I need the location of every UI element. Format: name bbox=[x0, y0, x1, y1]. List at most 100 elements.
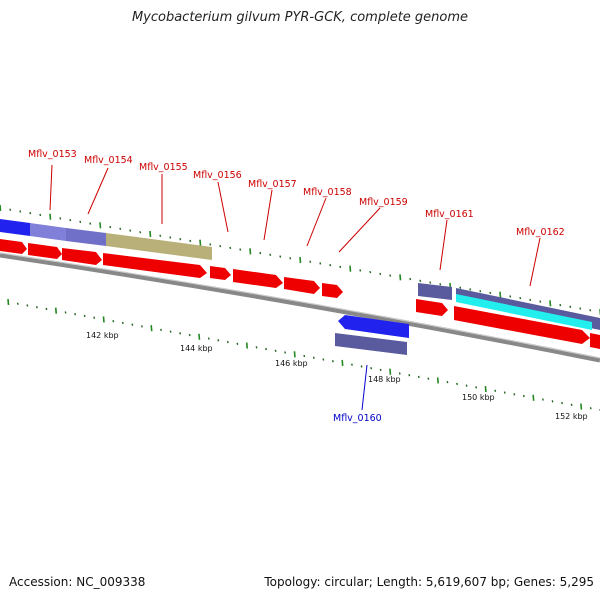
minor-tick bbox=[589, 407, 592, 410]
cds-arrow[interactable] bbox=[416, 299, 448, 316]
minor-tick bbox=[169, 236, 172, 239]
cds-arrow[interactable] bbox=[103, 253, 207, 278]
genome-summary-text: Topology: circular; Length: 5,619,607 bp… bbox=[264, 575, 594, 589]
minor-tick bbox=[219, 244, 222, 248]
forward-feature-track bbox=[0, 219, 600, 330]
minor-tick bbox=[179, 332, 182, 335]
minor-tick bbox=[207, 337, 210, 340]
gene-label-mflv-0153[interactable]: Mflv_0153 bbox=[28, 149, 77, 160]
minor-tick bbox=[16, 302, 19, 305]
minor-tick bbox=[26, 304, 29, 307]
minor-tick bbox=[160, 328, 162, 332]
gene-label-mflv-0155[interactable]: Mflv_0155 bbox=[139, 162, 188, 173]
minor-tick bbox=[93, 316, 96, 319]
minor-tick bbox=[169, 330, 172, 333]
minor-tick bbox=[129, 229, 132, 232]
scale-label-152-kbp: 152 kbp bbox=[555, 412, 588, 421]
major-tick bbox=[7, 298, 10, 306]
cds-arrow[interactable] bbox=[454, 306, 590, 344]
accession-text: Accession: NC_009338 bbox=[9, 575, 146, 589]
scale-label-142-kbp: 142 kbp bbox=[86, 331, 119, 340]
major-tick bbox=[199, 239, 202, 246]
gene-bar-lavender[interactable] bbox=[66, 228, 106, 246]
reverse-cds-arrow[interactable] bbox=[338, 315, 409, 338]
gene-bar-blue[interactable] bbox=[0, 219, 30, 236]
major-tick bbox=[499, 291, 502, 298]
minor-tick bbox=[312, 356, 315, 359]
cds-arrow[interactable] bbox=[210, 266, 231, 280]
cds-arrow[interactable] bbox=[284, 277, 320, 294]
gene-labels: Mflv_0153 Mflv_0154 Mflv_0155 Mflv_0156 … bbox=[28, 149, 565, 424]
gene-bar-cyan[interactable] bbox=[456, 294, 592, 330]
gene-label-mflv-0162[interactable]: Mflv_0162 bbox=[516, 227, 565, 238]
gene-label-mflv-0156[interactable]: Mflv_0156 bbox=[193, 170, 242, 181]
major-tick bbox=[198, 333, 201, 340]
gene-label-mflv-0154[interactable]: Mflv_0154 bbox=[84, 155, 133, 166]
minor-tick bbox=[409, 277, 412, 281]
minor-tick bbox=[370, 367, 373, 370]
reverse-feature-track bbox=[335, 315, 409, 355]
major-tick bbox=[349, 265, 352, 272]
minor-tick bbox=[29, 212, 32, 215]
major-tick bbox=[580, 403, 583, 410]
minor-tick bbox=[284, 351, 287, 354]
minor-tick bbox=[494, 389, 497, 393]
minor-tick bbox=[509, 295, 512, 298]
genome-backbone bbox=[0, 252, 600, 363]
major-tick bbox=[549, 300, 552, 307]
minor-tick bbox=[69, 218, 72, 222]
minor-tick bbox=[35, 306, 38, 309]
minor-tick bbox=[119, 227, 122, 230]
minor-tick bbox=[469, 288, 472, 291]
minor-tick bbox=[379, 272, 382, 276]
minor-tick bbox=[188, 333, 191, 337]
minor-tick bbox=[522, 394, 525, 398]
cds-arrow[interactable] bbox=[233, 269, 283, 288]
minor-tick bbox=[329, 264, 332, 267]
minor-tick bbox=[322, 358, 325, 361]
scale-label-144-kbp: 144 kbp bbox=[180, 344, 213, 353]
minor-tick bbox=[360, 365, 363, 368]
minor-tick bbox=[408, 373, 411, 377]
cds-arrow[interactable] bbox=[0, 239, 27, 254]
minor-tick bbox=[39, 213, 42, 217]
major-tick bbox=[102, 316, 105, 323]
minor-tick bbox=[303, 354, 306, 358]
minor-tick bbox=[379, 368, 382, 372]
gene-bar-purple[interactable] bbox=[418, 283, 452, 300]
cds-arrow[interactable] bbox=[28, 243, 62, 259]
minor-tick bbox=[265, 347, 267, 351]
minor-tick bbox=[351, 363, 353, 366]
gene-label-mflv-0161[interactable]: Mflv_0161 bbox=[425, 209, 474, 220]
cds-arrow[interactable] bbox=[62, 248, 102, 265]
gene-bar-purple[interactable] bbox=[335, 333, 407, 355]
major-tick bbox=[341, 359, 344, 367]
minor-tick bbox=[542, 398, 544, 401]
major-tick bbox=[54, 307, 58, 314]
gene-label-mflv-0159[interactable]: Mflv_0159 bbox=[359, 197, 408, 208]
gene-bar-olive[interactable] bbox=[106, 233, 212, 260]
cds-arrow[interactable] bbox=[590, 333, 600, 349]
gene-bar-lavender[interactable] bbox=[30, 223, 66, 241]
cds-track bbox=[0, 239, 600, 349]
minor-tick bbox=[140, 325, 143, 328]
cds-arrow[interactable] bbox=[322, 283, 343, 298]
scale-labels: 142 kbp 144 kbp 146 kbp 148 kbp 150 kbp … bbox=[86, 331, 588, 421]
minor-tick bbox=[459, 286, 462, 289]
major-tick bbox=[399, 274, 402, 281]
minor-tick bbox=[429, 281, 432, 284]
gene-label-mflv-0160[interactable]: Mflv_0160 bbox=[333, 413, 382, 424]
gene-label-mflv-0157[interactable]: Mflv_0157 bbox=[248, 179, 297, 190]
minor-tick bbox=[217, 339, 220, 342]
minor-tick bbox=[398, 372, 401, 375]
minor-tick bbox=[159, 234, 162, 237]
minor-tick bbox=[239, 248, 242, 251]
gene-label-mflv-0158[interactable]: Mflv_0158 bbox=[303, 187, 352, 198]
minor-tick bbox=[19, 210, 22, 213]
minor-tick bbox=[529, 298, 532, 302]
minor-tick bbox=[229, 246, 232, 250]
major-tick bbox=[49, 213, 52, 220]
label-leaders bbox=[49, 164, 541, 411]
